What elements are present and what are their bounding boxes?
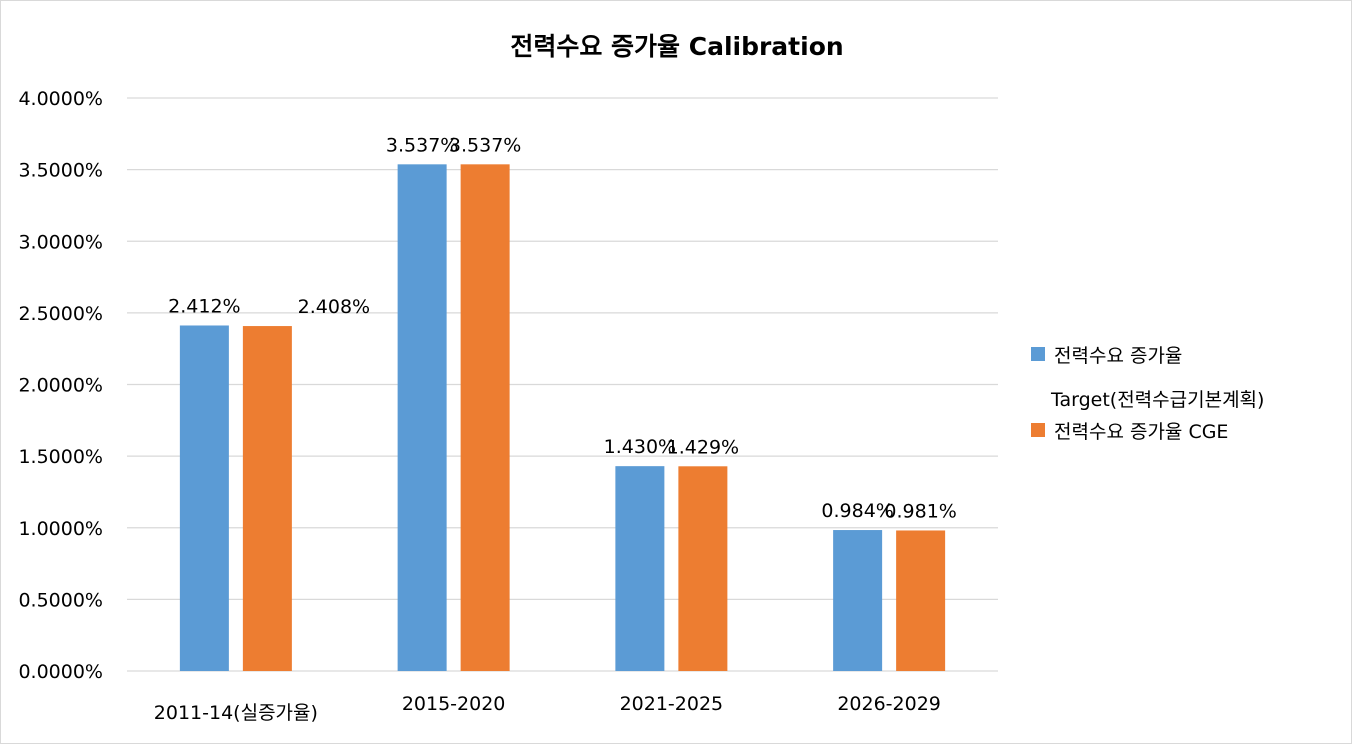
y-tick-label: 0.5000% — [18, 589, 103, 611]
bar — [460, 164, 510, 671]
x-tick-label: 2011-14(실증가율) — [154, 702, 318, 724]
legend-label-target-line2: Target(전력수급기본계획) — [1050, 389, 1264, 411]
y-tick-label: 1.5000% — [18, 446, 103, 468]
y-axis-ticks: 0.0000% 0.5000% 1.0000% 1.5000% 2.0000% 2.500… — [18, 88, 103, 683]
y-tick-label: 0.0000% — [18, 661, 103, 683]
y-tick-label: 2.0000% — [18, 375, 103, 397]
x-tick-label: 2026-2029 — [837, 693, 941, 715]
data-label: 0.984% — [821, 500, 893, 522]
y-tick-label: 2.5000% — [18, 303, 103, 325]
legend-label-target-line1: 전력수요 증가율 — [1054, 345, 1182, 367]
bar — [678, 466, 728, 671]
legend-swatch-target — [1031, 347, 1045, 361]
bar — [896, 530, 946, 671]
data-label: 1.430% — [604, 436, 676, 458]
x-tick-label: 2021-2025 — [620, 693, 724, 715]
bar — [833, 530, 883, 671]
data-label: 0.981% — [884, 500, 956, 522]
bar — [179, 325, 229, 671]
legend-swatch-cge — [1031, 423, 1045, 437]
data-label: 3.537% — [386, 134, 458, 156]
data-label: 1.429% — [667, 436, 739, 458]
bars — [179, 164, 946, 671]
chart-title: 전력수요 증가율 Calibration — [510, 32, 843, 61]
bar — [615, 466, 665, 671]
data-label: 3.537% — [449, 134, 521, 156]
y-tick-label: 3.0000% — [18, 231, 103, 253]
legend: 전력수요 증가율 Target(전력수급기본계획) 전력수요 증가율 CGE — [1031, 345, 1264, 443]
x-tick-label: 2015-2020 — [402, 693, 506, 715]
data-label: 2.412% — [168, 295, 240, 317]
legend-label-cge: 전력수요 증가율 CGE — [1054, 421, 1228, 443]
x-axis-ticks: 2011-14(실증가율) 2015-2020 2021-2025 2026-2029 — [154, 693, 941, 724]
y-tick-label: 1.0000% — [18, 518, 103, 540]
bar — [397, 164, 447, 671]
y-tick-label: 4.0000% — [18, 88, 103, 110]
bar — [242, 326, 292, 671]
data-label: 2.408% — [298, 296, 370, 318]
data-labels: 2.412% 2.408% 3.537%3.537% 1.430%1.429% 0.98… — [168, 134, 957, 522]
y-tick-label: 3.5000% — [18, 160, 103, 182]
